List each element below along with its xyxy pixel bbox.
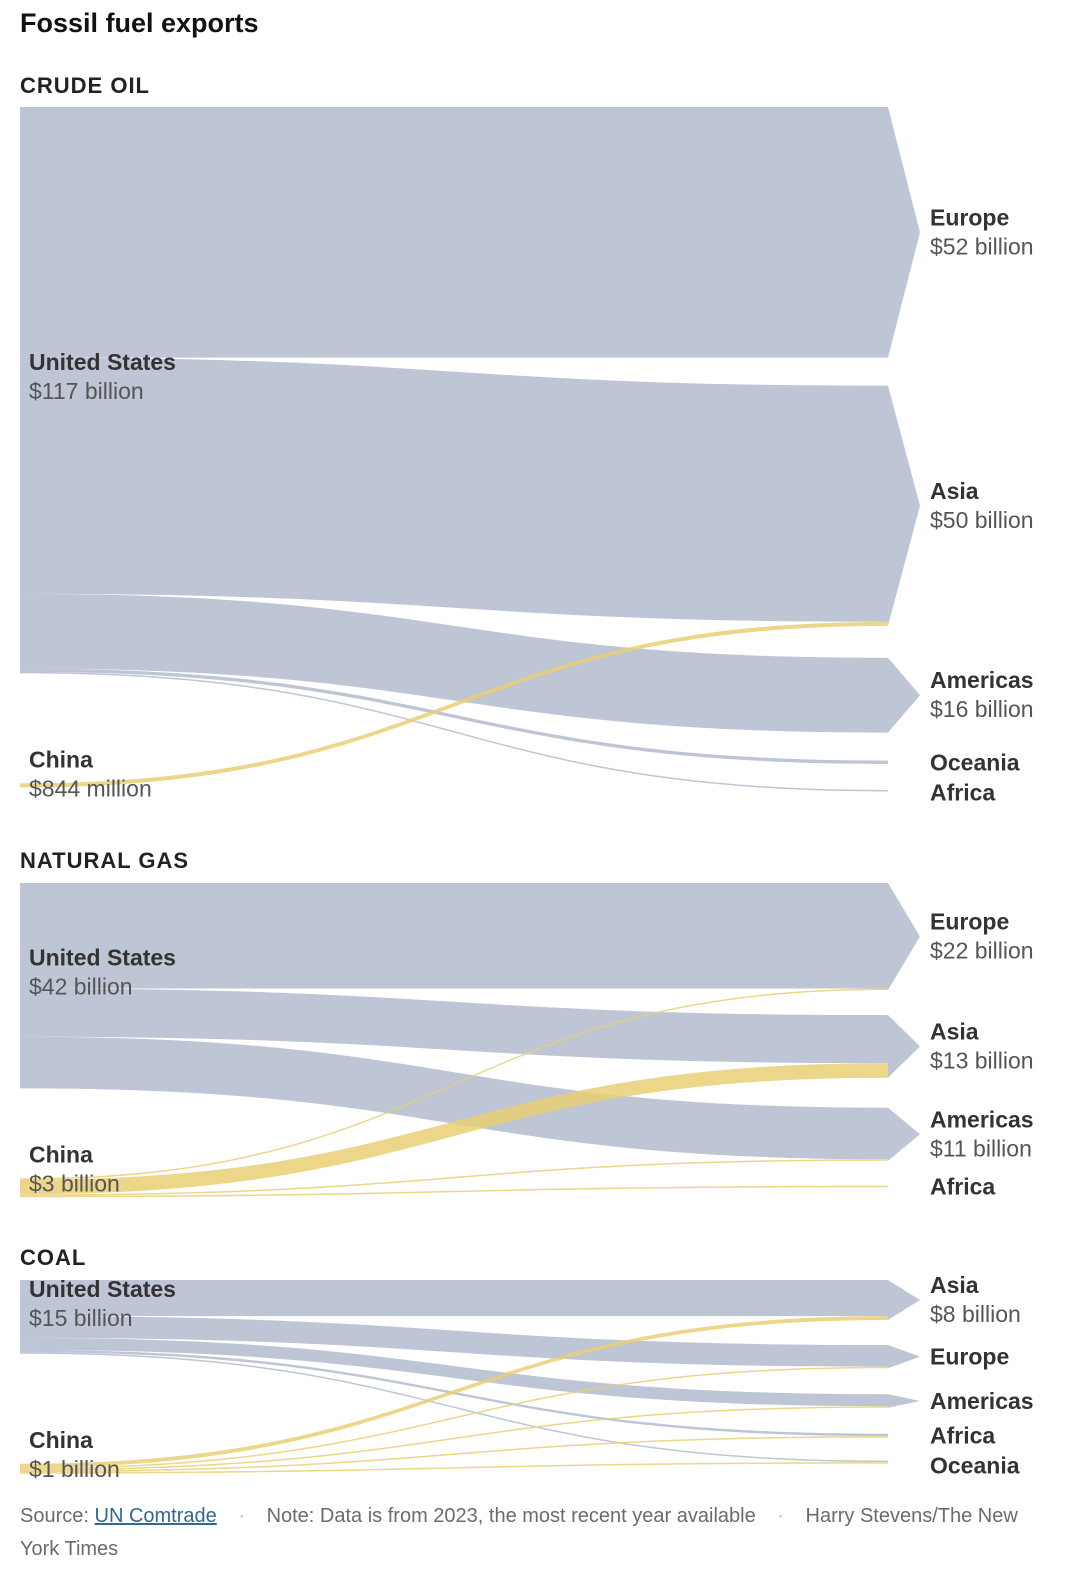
target-arrow-americas [888,657,920,733]
source-name-united-states: United States [29,1276,176,1302]
section-title: COAL [20,1245,86,1270]
target-name-americas: Americas [930,667,1034,693]
target-arrow-americas [888,1107,920,1161]
target-name-africa: Africa [930,1423,995,1449]
target-name-europe: Europe [930,1344,1009,1370]
target-name-africa: Africa [930,1174,995,1200]
flow-china-to-asia [20,1316,888,1468]
flow-united-states-to-europe [20,1316,888,1367]
source-name-china: China [29,1427,93,1453]
sankey-coal: COAL United States $15 billion China $1 bill… [20,1245,1034,1482]
chart-title: Fossil fuel exports [20,8,259,38]
source-value-china: $844 million [29,775,152,801]
flow-china-to-oceania [20,1462,888,1474]
target-arrow-asia [888,385,920,626]
flow-china-to-americas [20,1406,888,1471]
target-arrow-asia [888,1015,920,1078]
target-name-americas: Americas [930,1388,1034,1414]
target-name-asia: Asia [930,1018,979,1044]
flow-united-states-to-asia [20,988,888,1064]
flow-united-states-to-americas [20,1337,888,1407]
flow-united-states-to-oceania [20,1352,888,1463]
source-value-china: $3 billion [29,1170,120,1196]
credit-text: Harry Stevens/The New York Times [20,1505,1018,1560]
flow-china-to-africa [20,1185,888,1198]
target-value-americas: $16 billion [930,696,1034,722]
flow-china-to-europe [20,988,888,1180]
source-name-united-states: United States [29,349,176,375]
note-text: Note: Data is from 2023, the most recent… [266,1505,756,1527]
source-value-united-states: $117 billion [29,378,144,404]
flow-united-states-to-africa [20,671,888,792]
separator-dot: · [238,1505,245,1527]
target-arrow-europe [888,883,920,991]
source-name-united-states: United States [29,945,176,971]
target-name-americas: Americas [930,1106,1034,1132]
source-link[interactable]: UN Comtrade [94,1505,217,1527]
source-label: Source: [20,1505,89,1527]
separator-dot: · [777,1505,784,1527]
target-name-africa: Africa [930,779,995,805]
source-name-china: China [29,1141,93,1167]
flow-china-to-asia [20,1063,888,1195]
flow-united-states-to-asia [20,357,888,622]
target-value-asia: $50 billion [930,507,1034,533]
section-title: NATURAL GAS [20,848,189,873]
flow-china-to-americas [20,1159,888,1196]
source-value-united-states: $42 billion [29,974,133,1000]
source-name-china: China [29,746,93,772]
target-arrow-americas [888,1394,920,1408]
target-name-oceania: Oceania [930,1453,1020,1479]
target-value-asia: $8 billion [930,1301,1021,1327]
target-arrow-europe [888,1345,920,1369]
section-title: CRUDE OIL [20,73,150,98]
target-value-europe: $52 billion [930,233,1034,259]
target-value-europe: $22 billion [930,938,1034,964]
flow-united-states-to-oceania [20,668,888,764]
target-name-europe: Europe [930,909,1009,935]
target-name-oceania: Oceania [930,749,1020,775]
target-arrow-asia [888,1280,920,1321]
target-name-asia: Asia [930,1272,979,1298]
flow-united-states-to-asia [20,1280,888,1317]
sankey-charts: CRUDE OIL United States $117 billion China $… [20,73,1034,1482]
flow-china-to-africa [20,1436,888,1473]
footer: Source: UN Comtrade · Note: Data is from… [20,1500,1040,1566]
target-value-asia: $13 billion [930,1047,1034,1073]
flow-united-states-to-europe [20,107,888,358]
source-value-china: $1 billion [29,1456,120,1482]
flow-china-to-asia [20,621,888,788]
target-name-asia: Asia [930,478,979,504]
target-value-americas: $11 billion [930,1135,1032,1161]
flow-china-to-europe [20,1366,888,1470]
sankey-crude-oil: CRUDE OIL United States $117 billion China $… [20,73,1034,805]
target-name-europe: Europe [930,204,1009,230]
flow-united-states-to-americas [20,1036,888,1160]
flow-united-states-to-europe [20,883,888,989]
sankey-natural-gas: NATURAL GAS United States $42 billion China… [20,848,1034,1200]
target-arrow-europe [888,107,920,358]
flow-united-states-to-americas [20,593,888,733]
source-value-united-states: $15 billion [29,1305,133,1331]
